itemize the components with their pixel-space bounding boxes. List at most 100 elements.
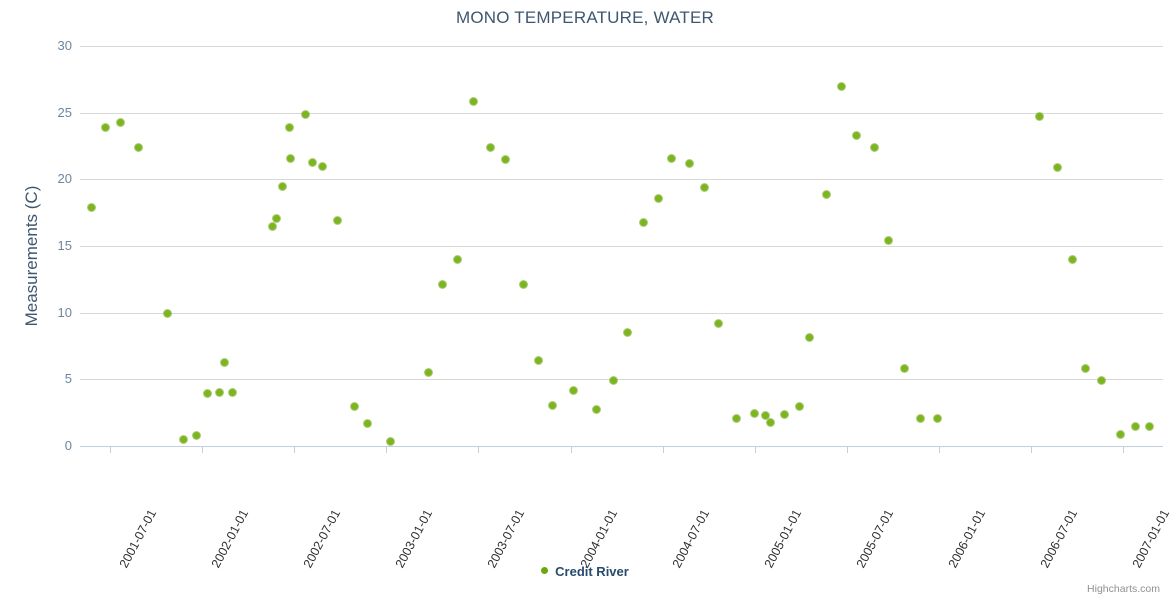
data-point[interactable] — [278, 182, 286, 190]
data-point[interactable] — [438, 281, 446, 289]
data-point[interactable] — [285, 123, 293, 131]
data-point[interactable] — [916, 415, 924, 423]
x-tick-label: 2002-01-01 — [209, 456, 278, 570]
data-point[interactable] — [900, 364, 908, 372]
data-point[interactable] — [609, 377, 617, 385]
data-point[interactable] — [1131, 422, 1139, 430]
data-point[interactable] — [1035, 112, 1043, 120]
data-point[interactable] — [301, 110, 309, 118]
data-point[interactable] — [750, 409, 758, 417]
data-point[interactable] — [700, 183, 708, 191]
x-tick-mark — [1123, 447, 1125, 453]
data-point[interactable] — [732, 414, 740, 422]
data-point[interactable] — [592, 405, 600, 413]
data-point[interactable] — [363, 419, 371, 427]
highcharts-credit[interactable]: Highcharts.com — [1087, 583, 1160, 595]
data-point[interactable] — [1068, 255, 1076, 263]
x-tick-label-text: 2005-07-01 — [853, 507, 896, 571]
y-tick-label: 30 — [57, 38, 72, 53]
data-point[interactable] — [87, 203, 95, 211]
data-point[interactable] — [286, 154, 294, 162]
legend-item-credit-river[interactable]: Credit River — [541, 563, 629, 579]
y-tick-label: 0 — [64, 438, 72, 453]
data-point[interactable] — [654, 194, 662, 202]
data-point[interactable] — [215, 388, 223, 396]
data-point[interactable] — [1053, 163, 1061, 171]
x-tick-label: 2005-01-01 — [761, 456, 831, 570]
x-tick-label-text: 2003-07-01 — [485, 507, 528, 571]
x-tick-label: 2002-07-01 — [301, 456, 370, 570]
data-point[interactable] — [667, 154, 675, 162]
x-tick-label: 2007-01-01 — [1130, 456, 1170, 570]
y-tick: 25 — [8, 106, 72, 119]
x-tick-mark — [846, 447, 848, 453]
data-point[interactable] — [534, 357, 542, 365]
data-point[interactable] — [1145, 422, 1153, 430]
data-point[interactable] — [766, 419, 774, 427]
data-point[interactable] — [805, 333, 813, 341]
data-point[interactable] — [1097, 377, 1105, 385]
x-tick-mark — [202, 447, 204, 453]
data-point[interactable] — [486, 143, 494, 151]
data-point[interactable] — [318, 162, 326, 170]
data-point[interactable] — [116, 118, 124, 126]
y-gridline — [80, 179, 1163, 181]
x-tick-label: 2006-07-01 — [1038, 456, 1107, 570]
data-point[interactable] — [453, 255, 461, 263]
data-point[interactable] — [519, 281, 527, 289]
legend-item-label: Credit River — [555, 564, 629, 580]
data-point[interactable] — [333, 217, 341, 225]
data-point[interactable] — [884, 236, 892, 244]
data-point[interactable] — [350, 402, 358, 410]
data-point[interactable] — [101, 123, 109, 131]
data-point[interactable] — [134, 143, 142, 151]
data-point[interactable] — [469, 97, 477, 105]
x-tick-label: 2001-07-01 — [117, 456, 186, 570]
y-gridline — [80, 46, 1163, 47]
data-point[interactable] — [761, 411, 769, 419]
x-tick-label-text: 2005-01-01 — [761, 507, 804, 571]
y-gridline — [80, 312, 1163, 314]
y-tick: 10 — [8, 306, 72, 319]
data-point[interactable] — [623, 329, 631, 337]
y-gridline — [80, 379, 1163, 381]
y-tick: 15 — [8, 239, 72, 252]
data-point[interactable] — [203, 389, 211, 397]
data-point[interactable] — [548, 401, 556, 409]
data-point[interactable] — [933, 415, 941, 423]
x-tick-label: 2005-07-01 — [854, 456, 923, 570]
y-tick: 0 — [8, 439, 72, 452]
circle-marker-icon — [541, 567, 549, 575]
data-point[interactable] — [179, 435, 187, 443]
x-tick-mark — [294, 447, 296, 453]
data-point[interactable] — [822, 190, 830, 198]
data-point[interactable] — [386, 437, 394, 445]
data-point[interactable] — [870, 143, 878, 151]
x-tick-label: 2003-07-01 — [485, 456, 554, 570]
data-point[interactable] — [268, 222, 276, 230]
data-point[interactable] — [272, 214, 280, 222]
data-point[interactable] — [308, 158, 316, 166]
data-point[interactable] — [192, 431, 200, 439]
data-point[interactable] — [795, 402, 803, 410]
data-point[interactable] — [714, 319, 722, 327]
data-point[interactable] — [837, 82, 845, 90]
data-point[interactable] — [852, 131, 860, 139]
x-tick-mark — [1031, 447, 1032, 453]
x-tick-mark — [938, 447, 940, 453]
data-point[interactable] — [220, 358, 228, 366]
data-point[interactable] — [685, 159, 693, 167]
data-point[interactable] — [1116, 430, 1124, 438]
data-point[interactable] — [163, 309, 171, 317]
x-tick-label: 2004-07-01 — [669, 456, 739, 570]
y-tick-label: 20 — [57, 171, 72, 187]
data-point[interactable] — [780, 410, 788, 418]
data-point[interactable] — [569, 386, 577, 394]
data-point[interactable] — [1081, 365, 1089, 373]
data-point[interactable] — [501, 155, 509, 163]
data-point[interactable] — [424, 368, 432, 376]
data-point[interactable] — [639, 218, 647, 226]
data-point[interactable] — [228, 388, 236, 396]
y-tick: 30 — [8, 39, 72, 52]
